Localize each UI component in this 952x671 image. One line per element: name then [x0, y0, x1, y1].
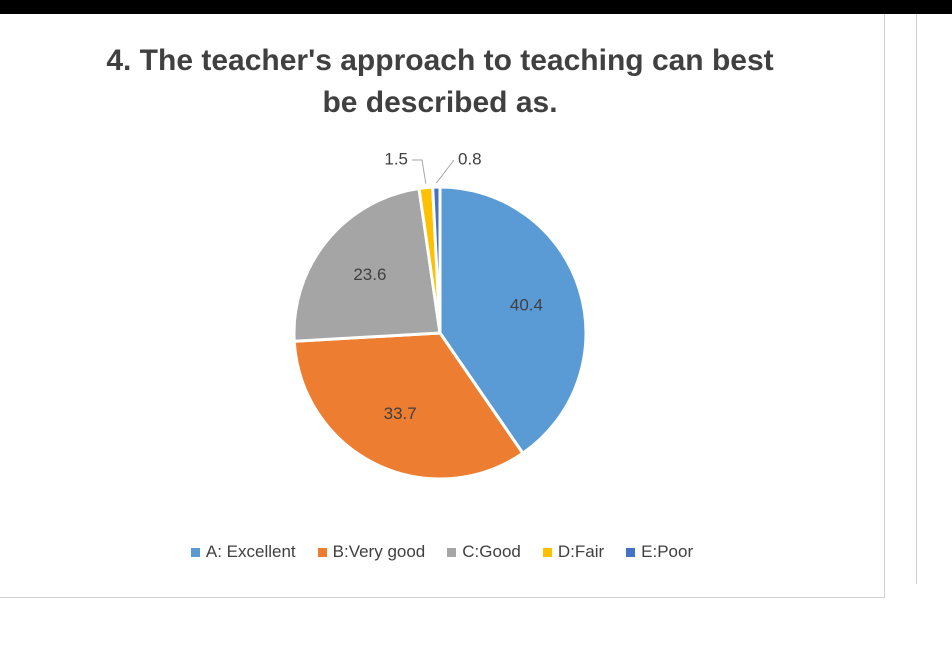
legend-item: E:Poor [626, 542, 693, 562]
legend-label: D:Fair [557, 542, 605, 561]
pie-slice [292, 331, 525, 481]
legend-label: B:Very good [332, 542, 426, 561]
legend-swatch [626, 547, 636, 557]
legend-swatch [317, 547, 327, 557]
legend: A: Excellent B:Very good C:Good D:Fair E:Poo… [0, 542, 884, 562]
pie-slice [292, 186, 442, 343]
chart-frame [0, 14, 885, 598]
pie-slice [431, 185, 442, 334]
legend-label: C:Good [462, 542, 521, 561]
legend-label: E:Poor [641, 542, 694, 561]
legend-item: A: Excellent [190, 542, 296, 562]
data-label: 1.5 [384, 149, 408, 168]
pie-slice [438, 185, 588, 456]
leader-line [435, 159, 455, 184]
data-label: 40.4 [510, 296, 543, 315]
data-label: 33.7 [384, 404, 417, 423]
chart: 40.4 33.7 23.6 1.5 0.8 [292, 149, 588, 481]
legend-swatch [190, 547, 200, 557]
legend-item: D:Fair [542, 542, 605, 562]
chart-title: 4. The teacher's approach to teaching ca… [106, 44, 774, 119]
legend-item: B:Very good [317, 542, 426, 562]
leader-line [412, 159, 427, 184]
top-bar [0, 0, 952, 14]
divider [916, 14, 917, 584]
legend-swatch [542, 547, 552, 557]
legend-swatch [447, 547, 457, 557]
data-label: 0.8 [458, 149, 482, 168]
legend-item: C:Good [447, 542, 521, 562]
data-label: 23.6 [353, 265, 386, 284]
legend-label: A: Excellent [205, 542, 296, 561]
